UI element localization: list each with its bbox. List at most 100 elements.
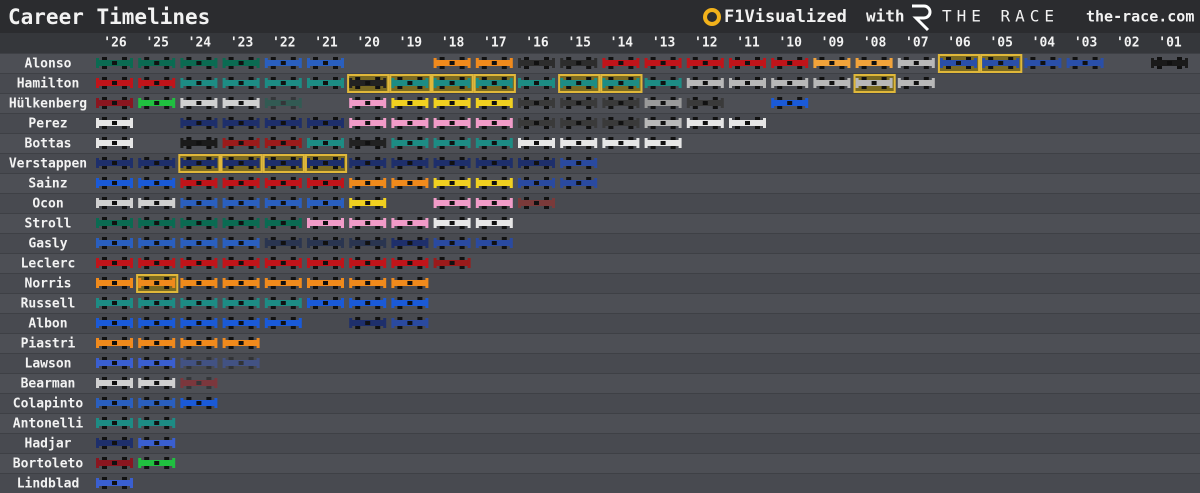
car-wing [518, 178, 521, 188]
car-wing [214, 318, 218, 328]
car [222, 237, 260, 249]
car-wing [264, 178, 268, 188]
car-cockpit [449, 221, 455, 225]
car-cockpit [112, 301, 117, 305]
car-wing [341, 278, 344, 288]
car-cockpit [196, 101, 202, 105]
car-cockpit [618, 121, 624, 125]
car-cockpit [407, 181, 413, 185]
car-cockpit [196, 321, 202, 325]
car-wing [602, 78, 606, 88]
car [602, 117, 640, 129]
car-wing [264, 78, 268, 88]
car-wing [96, 178, 99, 188]
car-cockpit [491, 81, 497, 85]
car-cockpit [238, 261, 244, 265]
car-cockpit [112, 181, 117, 185]
car [222, 77, 260, 89]
car-wing [180, 118, 184, 128]
car-cockpit [365, 281, 371, 285]
car [475, 77, 513, 89]
car [138, 257, 176, 269]
car [138, 277, 176, 289]
car-cockpit [491, 141, 497, 145]
car-wing [172, 178, 176, 188]
car [138, 237, 176, 249]
chart-title: Career Timelines [8, 5, 210, 29]
car-wing [307, 218, 310, 228]
year-label: '14 [610, 36, 634, 51]
car-wing [383, 98, 387, 108]
car-wing [96, 78, 99, 88]
car-wing [467, 98, 471, 108]
partner: THE RACE [942, 7, 1059, 26]
car-wing [560, 118, 564, 128]
car-wing [686, 98, 690, 108]
car-wing [307, 158, 310, 168]
driver-name: Sainz [28, 177, 67, 192]
car-wing [425, 278, 429, 288]
car-wing [138, 218, 142, 228]
car [96, 177, 133, 189]
car-cockpit [365, 301, 371, 305]
car-wing [729, 78, 732, 88]
car [391, 137, 429, 149]
car-wing [433, 138, 437, 148]
car-wing [172, 398, 176, 408]
car-wing [475, 218, 479, 228]
car-wing [138, 98, 142, 108]
car [96, 57, 133, 69]
car-wing [509, 158, 513, 168]
year-label: '21 [314, 36, 338, 51]
car-wing [644, 138, 648, 148]
car-wing [644, 78, 648, 88]
car-wing [264, 318, 268, 328]
car-wing [214, 198, 218, 208]
car-wing [341, 118, 344, 128]
car-cockpit [154, 321, 160, 325]
year-label: '08 [863, 36, 887, 51]
car-wing [974, 58, 977, 68]
car-cockpit [323, 181, 328, 185]
car-wing [1058, 58, 1062, 68]
car-wing [518, 98, 521, 108]
car [138, 417, 176, 429]
car-cockpit [238, 81, 244, 85]
car-cockpit [238, 141, 244, 145]
car-cockpit [407, 141, 413, 145]
car-wing [467, 238, 471, 248]
car [307, 77, 344, 89]
car-cockpit [871, 61, 877, 65]
car-wing [180, 358, 184, 368]
car-cockpit [323, 301, 328, 305]
car-wing [172, 358, 176, 368]
row-band [0, 474, 1200, 493]
car-wing [349, 278, 353, 288]
car [1024, 57, 1062, 69]
car-cockpit [323, 201, 328, 205]
car-wing [256, 338, 260, 348]
car-wing [214, 58, 218, 68]
car-wing [425, 78, 429, 88]
car-cockpit [534, 121, 539, 125]
car [855, 77, 893, 89]
car [222, 117, 260, 129]
row-band [0, 214, 1200, 233]
car-wing [341, 298, 344, 308]
car-cockpit [280, 281, 286, 285]
car-wing [307, 238, 310, 248]
car-wing [96, 218, 99, 228]
car-wing [256, 98, 260, 108]
car [475, 237, 513, 249]
car-wing [222, 338, 226, 348]
car [433, 117, 471, 129]
car [180, 137, 218, 149]
car [96, 477, 133, 489]
car [180, 357, 218, 369]
car-wing [96, 238, 99, 248]
car-wing [509, 78, 513, 88]
car [771, 97, 809, 109]
car-wing [720, 78, 724, 88]
driver-name: Stroll [25, 217, 72, 232]
car-wing [982, 58, 986, 68]
